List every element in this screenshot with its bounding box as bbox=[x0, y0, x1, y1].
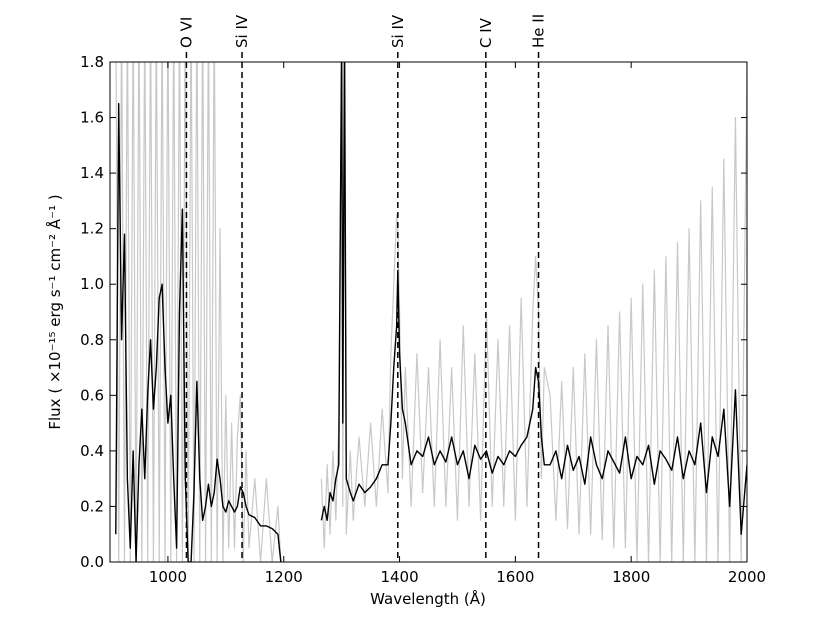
y-tick-label: 1.8 bbox=[80, 53, 104, 71]
x-tick-label: 1000 bbox=[149, 568, 187, 586]
reference-label: O VI bbox=[177, 17, 195, 48]
series-line bbox=[115, 62, 747, 562]
y-tick-label: 0.0 bbox=[80, 553, 104, 571]
y-tick-label: 1.6 bbox=[80, 109, 104, 127]
y-axis-label: Flux ( ×10⁻¹⁵ erg s⁻¹ cm⁻² Å⁻¹ ) bbox=[45, 194, 64, 429]
y-tick-label: 0.6 bbox=[80, 386, 104, 404]
x-tick-label: 1800 bbox=[612, 568, 650, 586]
reference-label: Si IV bbox=[389, 14, 407, 48]
x-axis-label: Wavelength (Å) bbox=[370, 589, 486, 608]
y-tick-label: 0.4 bbox=[80, 442, 104, 460]
series-line bbox=[115, 62, 747, 562]
reference-label: He II bbox=[530, 14, 548, 48]
plot-area bbox=[115, 62, 747, 562]
y-tick-label: 1.4 bbox=[80, 164, 104, 182]
plot-frame bbox=[109, 61, 748, 563]
x-tick-label: 1200 bbox=[265, 568, 303, 586]
x-tick-label: 1400 bbox=[380, 568, 418, 586]
y-tick-label: 0.2 bbox=[80, 497, 104, 515]
reference-label: C IV bbox=[477, 17, 495, 48]
y-tick-label: 0.8 bbox=[80, 331, 104, 349]
y-tick-label: 1.2 bbox=[80, 220, 104, 238]
y-tick-label: 1.0 bbox=[80, 275, 104, 293]
reference-label: Si IV bbox=[233, 14, 251, 48]
x-tick-label: 1600 bbox=[496, 568, 534, 586]
x-tick-label: 2000 bbox=[728, 568, 766, 586]
